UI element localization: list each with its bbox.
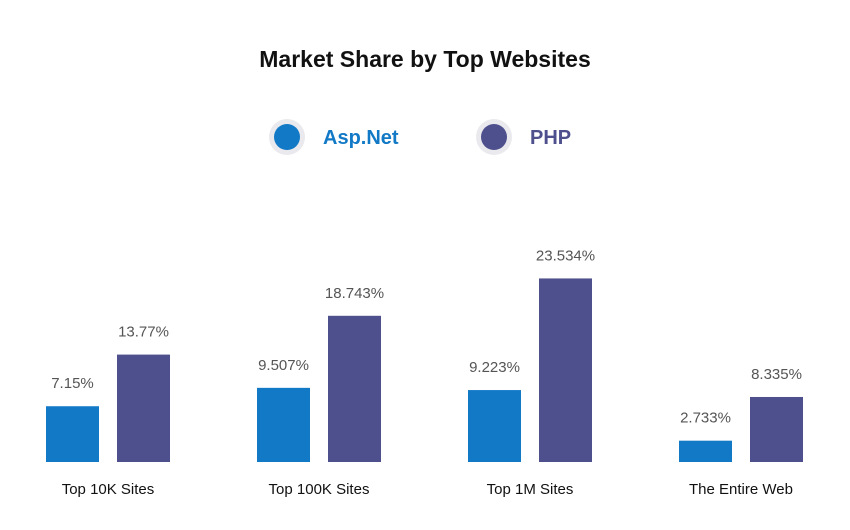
value-label: 9.223% xyxy=(469,359,520,376)
value-labels-group: 7.15% 13.77% 9.507% 18.743% 9.223% 23.534% 2.7… xyxy=(51,247,802,426)
bar-php-2 xyxy=(328,315,381,462)
value-label: 8.335% xyxy=(751,366,802,383)
bar-asp-net-4 xyxy=(679,440,732,462)
bar-php-4 xyxy=(750,396,803,462)
bar-asp-net-3 xyxy=(468,390,521,462)
value-label: 7.15% xyxy=(51,375,94,392)
category-label: The Entire Web xyxy=(689,481,793,498)
category-label: Top 100K Sites xyxy=(269,481,370,498)
category-label: Top 10K Sites xyxy=(62,481,155,498)
chart-title: Market Share by Top Websites xyxy=(259,46,590,72)
value-label: 2.733% xyxy=(680,410,731,427)
bar-php-3 xyxy=(539,278,592,462)
category-labels-group: Top 10K Sites Top 100K Sites Top 1M Sites T… xyxy=(62,481,793,498)
legend-marker xyxy=(274,124,300,150)
value-label: 9.507% xyxy=(258,357,309,374)
category-label: Top 1M Sites xyxy=(487,481,574,498)
legend-label: Asp.Net xyxy=(323,127,399,149)
legend-marker xyxy=(481,124,507,150)
bar-asp-net-1 xyxy=(46,406,99,462)
value-label: 13.77% xyxy=(118,324,169,341)
value-label: 23.534% xyxy=(536,247,595,264)
chart-legend: Asp.Net PHP xyxy=(269,119,571,155)
value-label: 18.743% xyxy=(325,285,384,302)
legend-label: PHP xyxy=(530,127,571,149)
bars-group xyxy=(46,278,803,462)
bar-asp-net-2 xyxy=(257,387,310,462)
bar-php-1 xyxy=(117,354,170,462)
